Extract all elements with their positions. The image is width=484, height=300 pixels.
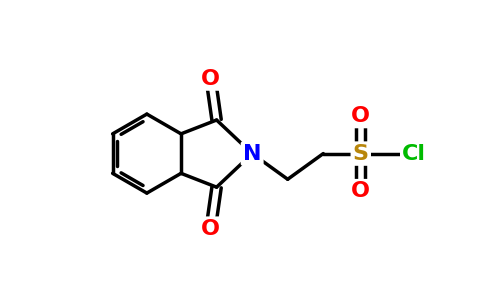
Text: Cl: Cl bbox=[402, 144, 426, 164]
Text: O: O bbox=[351, 181, 370, 201]
Text: O: O bbox=[201, 68, 220, 88]
Text: S: S bbox=[353, 144, 369, 164]
Text: N: N bbox=[243, 144, 261, 164]
Text: O: O bbox=[201, 219, 220, 238]
Text: O: O bbox=[351, 106, 370, 126]
